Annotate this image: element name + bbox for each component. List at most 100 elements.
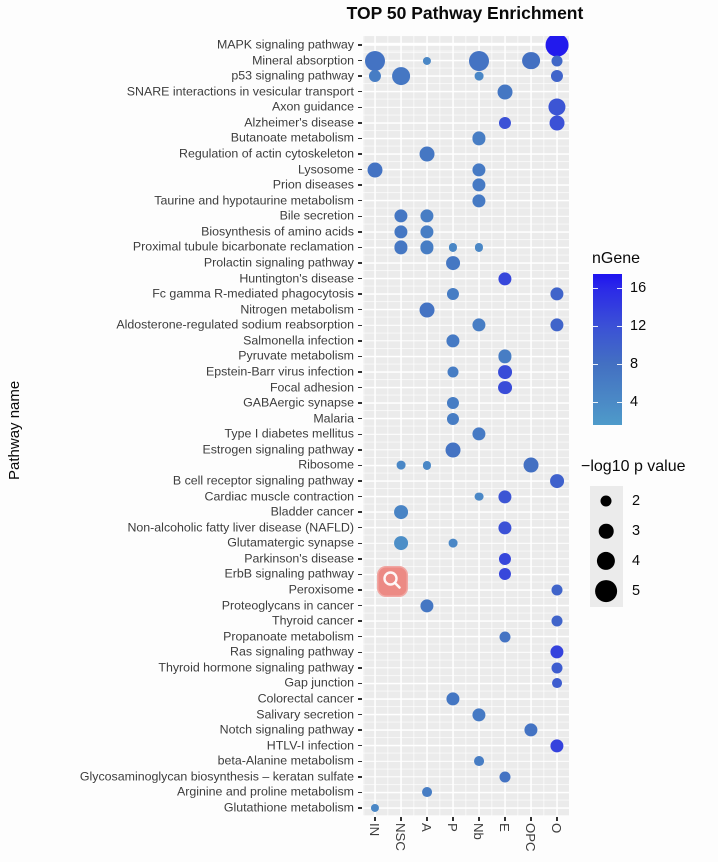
y-tick-mark — [358, 168, 362, 171]
data-point — [445, 442, 461, 458]
pathway-label: Thyroid cancer — [272, 613, 354, 628]
pathway-label: SNARE interactions in vesicular transpor… — [126, 84, 354, 99]
cell-type-label: NSC — [393, 823, 408, 851]
pathway-label: Taurine and hypotaurine metabolism — [154, 193, 354, 208]
y-tick-mark — [358, 667, 362, 669]
y-tick-mark — [358, 527, 362, 529]
pathway-label: MAPK signaling pathway — [216, 37, 354, 52]
data-point — [469, 50, 489, 71]
x-tick-mark — [452, 817, 454, 821]
data-point — [499, 631, 511, 643]
y-tick-mark — [358, 464, 362, 467]
y-tick-mark — [358, 791, 362, 794]
data-point — [499, 771, 511, 783]
y-tick-mark — [358, 573, 362, 576]
cell-type-label: Nb — [471, 823, 486, 840]
magnifier-cursor-badge[interactable] — [377, 566, 408, 597]
size-legend-value: 4 — [632, 553, 641, 569]
y-tick-mark — [358, 324, 362, 326]
pathway-label: GABAergic synapse — [243, 395, 354, 410]
pathway-label: Aldosterone-regulated sodium reabsorptio… — [116, 317, 354, 332]
y-tick-mark — [358, 262, 362, 264]
data-point — [551, 615, 563, 627]
y-tick-mark — [358, 44, 362, 46]
magnifier-icon — [383, 571, 401, 589]
cell-type-label: A — [419, 823, 434, 832]
pathway-label: Proteoglycans in cancer — [221, 598, 354, 613]
plot-panel — [363, 36, 569, 816]
colorbar-tick — [617, 326, 622, 328]
data-point — [394, 225, 408, 239]
data-point — [446, 334, 460, 348]
data-point — [420, 240, 434, 254]
color-legend-gradient-bar — [593, 274, 622, 425]
pathway-label: Regulation of actin cytoskeleton — [179, 146, 354, 161]
x-tick-mark — [556, 817, 558, 821]
pathway-label: Thyroid hormone signaling pathway — [158, 660, 354, 675]
y-tick-mark — [358, 542, 362, 544]
data-point — [497, 84, 513, 100]
cell-type-label: E — [497, 823, 512, 832]
y-tick-mark — [358, 106, 362, 108]
pathway-label: ErbB signaling pathway — [224, 567, 355, 582]
y-tick-mark — [358, 495, 362, 498]
colorbar-tick-label: 12 — [630, 318, 647, 335]
pathway-label: Glutamatergic synapse — [227, 535, 354, 550]
data-point — [472, 194, 486, 208]
colorbar-tick — [593, 402, 598, 404]
y-tick-mark — [358, 91, 362, 93]
y-tick-mark — [358, 635, 362, 638]
data-point — [446, 256, 460, 270]
size-legend-dot — [596, 551, 616, 571]
pathway-label: Mineral absorption — [252, 53, 354, 68]
colorbar-tick — [593, 326, 598, 328]
data-point — [370, 803, 380, 813]
y-tick-mark — [358, 433, 362, 435]
y-tick-mark — [358, 620, 362, 622]
y-tick-mark — [358, 402, 362, 404]
data-point — [545, 36, 569, 57]
pathway-label: Focal adhesion — [269, 380, 354, 395]
y-tick-mark — [358, 418, 362, 420]
data-point — [472, 131, 486, 145]
y-tick-mark — [358, 558, 362, 560]
size-legend-dot — [595, 580, 617, 602]
pathway-label: Arginine and proline metabolism — [176, 785, 354, 800]
pathway-label: Nitrogen metabolism — [240, 302, 354, 317]
y-tick-mark — [358, 744, 362, 747]
data-point — [420, 209, 434, 223]
data-point — [422, 461, 432, 470]
pathway-label: Butanoate metabolism — [230, 131, 354, 146]
y-tick-mark — [358, 807, 362, 809]
data-point — [448, 243, 458, 252]
size-legend-value: 2 — [632, 493, 641, 509]
data-point — [550, 70, 564, 83]
data-point — [551, 662, 563, 674]
data-point — [472, 707, 486, 722]
data-point — [446, 412, 460, 425]
data-point — [498, 380, 512, 395]
data-point — [498, 568, 512, 581]
y-tick-mark — [358, 776, 362, 778]
pathway-label: HTLV-I infection — [266, 738, 354, 753]
y-tick-mark — [358, 293, 362, 295]
data-point — [420, 598, 434, 613]
y-tick-mark — [358, 246, 362, 249]
data-point — [448, 538, 458, 548]
y-tick-mark — [358, 122, 362, 124]
pathway-label: Lysosome — [297, 162, 354, 177]
size-legend-value: 3 — [632, 523, 641, 539]
pathway-label: Estrogen signaling pathway — [202, 442, 354, 457]
x-tick-mark — [478, 817, 480, 821]
colorbar-tick-label: 8 — [630, 356, 639, 373]
pathway-label: Malaria — [313, 411, 354, 426]
data-point — [523, 457, 539, 473]
pathway-label: Fc gamma R-mediated phagocytosis — [152, 286, 354, 301]
data-point — [446, 692, 460, 706]
data-point — [522, 51, 540, 70]
pathway-label: Biosynthesis of amino acids — [201, 224, 354, 239]
pathway-label: Salivary secretion — [256, 707, 354, 722]
data-point — [552, 678, 562, 689]
y-tick-mark — [358, 480, 362, 482]
x-tick-mark — [504, 817, 506, 821]
